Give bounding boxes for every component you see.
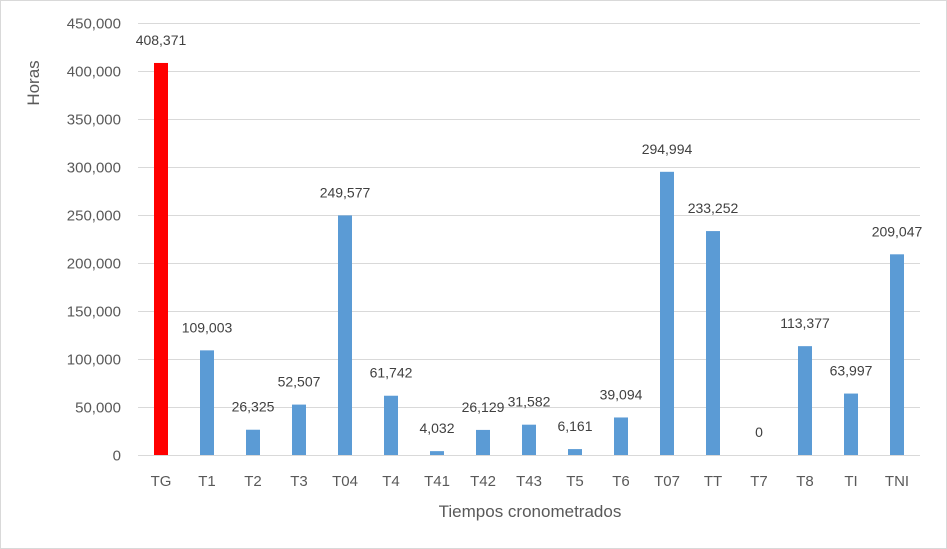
data-label: 61,742 [370, 365, 413, 381]
data-label: 0 [755, 424, 763, 440]
data-label: 4,032 [419, 420, 454, 436]
data-label: 209,047 [872, 223, 923, 239]
x-category-label: TI [844, 473, 857, 490]
data-label: 26,129 [462, 399, 505, 415]
data-label: 31,582 [508, 394, 551, 410]
y-tick-label: 350,000 [67, 112, 121, 129]
bar-tt [706, 231, 720, 455]
data-label: 52,507 [278, 374, 321, 390]
bar-t6 [614, 417, 628, 455]
bars [154, 62, 904, 456]
bar-t43 [522, 424, 536, 455]
y-tick-label: 0 [113, 448, 121, 465]
y-axis-title: Horas [24, 60, 43, 105]
data-label: 408,371 [136, 32, 187, 48]
x-category-label: T41 [424, 473, 450, 490]
bar-t42 [476, 429, 490, 455]
x-category-label: T43 [516, 473, 542, 490]
bar-t8 [798, 346, 812, 455]
bar-t04 [338, 215, 352, 455]
data-label: 39,094 [600, 386, 643, 402]
bar-t07 [660, 171, 674, 455]
y-tick-label: 200,000 [67, 256, 121, 273]
bar-t5 [568, 449, 582, 455]
y-tick-label: 150,000 [67, 304, 121, 321]
bar-t2 [246, 429, 260, 455]
y-tick-label: 50,000 [75, 400, 121, 417]
x-category-label: T42 [470, 473, 496, 490]
bar-tg [154, 62, 168, 456]
x-category-label: TT [704, 473, 722, 490]
y-tick-label: 100,000 [67, 352, 121, 369]
bar-tni [890, 254, 904, 455]
data-label: 249,577 [320, 184, 371, 200]
x-category-label: T8 [796, 473, 814, 490]
y-tick-label: 300,000 [67, 160, 121, 177]
x-category-label: TNI [885, 473, 909, 490]
data-label: 63,997 [830, 363, 873, 379]
x-axis-title: Tiempos cronometrados [439, 502, 622, 521]
bar-t4 [384, 395, 398, 455]
data-label: 294,994 [642, 141, 693, 157]
x-category-label: T2 [244, 473, 262, 490]
x-category-label: T3 [290, 473, 308, 490]
x-category-label: T07 [654, 473, 680, 490]
bar-t1 [200, 350, 214, 455]
x-category-label: T7 [750, 473, 768, 490]
data-label: 109,003 [182, 319, 233, 335]
gridlines [138, 23, 920, 456]
y-axis-ticks: 0 50,000 100,000 150,000 200,000 250,000 300,0… [67, 16, 121, 465]
data-label: 233,252 [688, 200, 739, 216]
data-label: 26,325 [232, 399, 275, 415]
y-tick-label: 400,000 [67, 64, 121, 81]
y-tick-label: 450,000 [67, 16, 121, 33]
x-category-label: T4 [382, 473, 400, 490]
x-category-label: T6 [612, 473, 630, 490]
x-category-label: T1 [198, 473, 216, 490]
bar-t3 [292, 404, 306, 455]
y-tick-label: 250,000 [67, 208, 121, 225]
data-label: 6,161 [557, 418, 592, 434]
bar-t41 [430, 451, 444, 455]
x-category-label: TG [151, 473, 172, 490]
data-label: 113,377 [780, 315, 830, 331]
bar-ti [844, 393, 858, 455]
x-axis-categories: TG T1 T2 T3 T04 T4 T41 T42 T43 T5 T6 T07 TT T7 T8 TI TNI [151, 473, 910, 490]
x-category-label: T5 [566, 473, 584, 490]
x-category-label: T04 [332, 473, 358, 490]
